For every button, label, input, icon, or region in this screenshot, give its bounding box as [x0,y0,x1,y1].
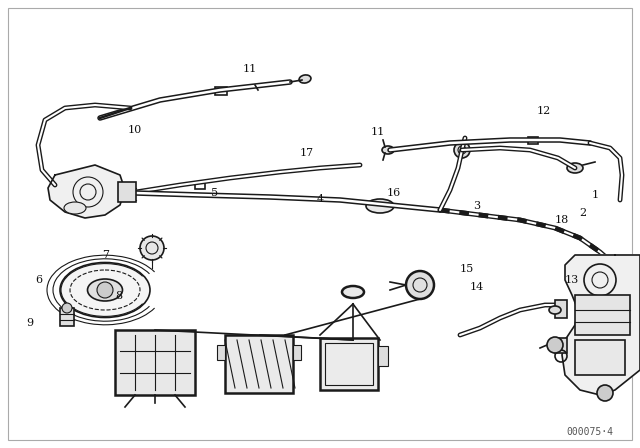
Bar [528,137,538,144]
Bar [320,338,378,390]
Text: 7: 7 [102,250,109,260]
Bar [217,345,225,360]
Bar [215,87,227,95]
Ellipse shape [567,163,583,173]
Bar [293,345,301,360]
Circle shape [140,236,164,260]
Circle shape [62,303,72,313]
Text: 13: 13 [564,275,579,285]
Bar [555,300,567,318]
Text: 000075·4: 000075·4 [566,427,614,437]
Text: 10: 10 [127,125,141,135]
Text: 11: 11 [243,65,257,74]
Polygon shape [562,255,640,395]
Text: 18: 18 [555,215,569,224]
Ellipse shape [382,146,394,154]
Bar [575,295,630,335]
Bar [60,308,74,326]
Ellipse shape [299,75,311,83]
Ellipse shape [88,279,122,301]
Text: 9: 9 [26,318,34,327]
Circle shape [597,385,613,401]
Circle shape [406,271,434,299]
Text: 2: 2 [579,208,586,218]
Text: 8: 8 [115,291,122,301]
Text: 3: 3 [473,201,481,211]
Text: 16: 16 [387,188,401,198]
Circle shape [454,142,470,158]
Ellipse shape [549,306,561,314]
Bar [195,183,205,189]
Ellipse shape [64,202,86,214]
Ellipse shape [60,263,150,318]
Bar [325,343,373,385]
Ellipse shape [342,286,364,298]
Bar [555,338,567,353]
Text: 11: 11 [371,127,385,137]
Bar [575,340,625,375]
Text: 15: 15 [460,264,474,274]
Bar [118,182,136,202]
Text: 14: 14 [470,282,484,292]
Circle shape [97,282,113,298]
Text: 1: 1 [591,190,599,200]
Text: 6: 6 [35,275,42,285]
Text: 17: 17 [300,148,314,158]
Bar [225,335,293,393]
Ellipse shape [366,199,394,213]
Bar [378,346,388,366]
Text: 12: 12 [537,106,551,116]
Bar [115,330,195,395]
Text: 5: 5 [211,188,218,198]
Polygon shape [48,165,125,218]
Circle shape [547,337,563,353]
Text: 4: 4 [316,194,324,204]
